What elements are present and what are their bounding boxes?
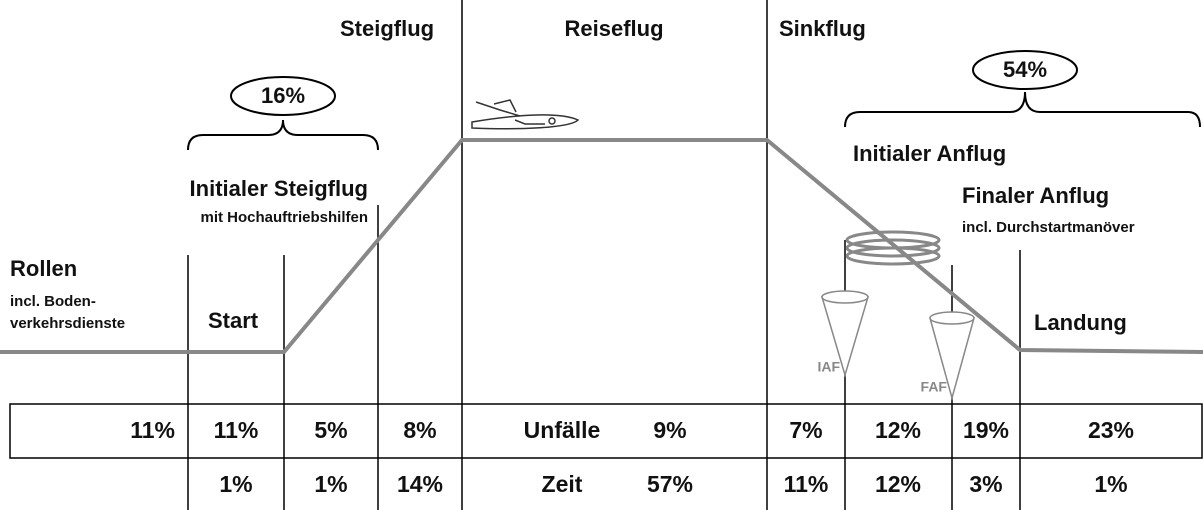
segment-note: verkehrsdienste [10, 315, 125, 332]
group-share: 54% [1003, 57, 1047, 82]
segment-title: Initialer Steigflug [190, 176, 368, 201]
table-cell: 7% [789, 417, 822, 443]
table-cell: 5% [314, 417, 347, 443]
segment-title: Landung [1034, 310, 1127, 335]
table-cell: 1% [219, 471, 252, 497]
table-cell: 12% [875, 471, 921, 497]
holding-pattern [847, 232, 939, 264]
table-cell: 57% [647, 471, 693, 497]
table-cell: 11% [130, 417, 175, 443]
row-label: Zeit [542, 471, 583, 497]
table-cell: 9% [653, 417, 686, 443]
phase-label: Steigflug [340, 16, 434, 41]
fix-label: FAF [921, 379, 948, 395]
table-cell: 11% [214, 417, 259, 443]
table-cell: 23% [1088, 417, 1134, 443]
table-cells: Unfälle 11% 11% 5% 8% 9% 7% 12% 19% 23% Zeit 1% 1% 14… [130, 417, 1134, 497]
table-cell: 1% [314, 471, 347, 497]
braces [188, 51, 1200, 150]
table-cell: 1% [1094, 471, 1127, 497]
segment-note: incl. Durchstartmanöver [962, 219, 1135, 236]
segment-title: Initialer Anflug [853, 141, 1006, 166]
table-cell: 8% [403, 417, 436, 443]
segment-note: incl. Boden- [10, 293, 96, 310]
table-cell: 11% [784, 471, 829, 497]
fix-label: IAF [817, 359, 840, 375]
table-cell: 3% [969, 471, 1002, 497]
row-label: Unfälle [524, 417, 601, 443]
segment-note: mit Hochauftriebshilfen [200, 209, 368, 226]
phase-label: Reiseflug [564, 16, 663, 41]
flight-phase-diagram: Steigflug Reiseflug Sinkflug 16% 54% Ini… [0, 0, 1203, 510]
table-box [10, 404, 1202, 458]
segment-title: Finaler Anflug [962, 183, 1109, 208]
table-cell: 19% [963, 417, 1009, 443]
segment-title: Start [208, 308, 259, 333]
table-cell: 12% [875, 417, 921, 443]
segment-title: Rollen [10, 256, 77, 281]
group-share: 16% [261, 83, 305, 108]
airplane-icon [472, 100, 578, 129]
table-cell: 14% [397, 471, 443, 497]
flight-profile [0, 140, 1203, 352]
phase-label: Sinkflug [779, 16, 866, 41]
